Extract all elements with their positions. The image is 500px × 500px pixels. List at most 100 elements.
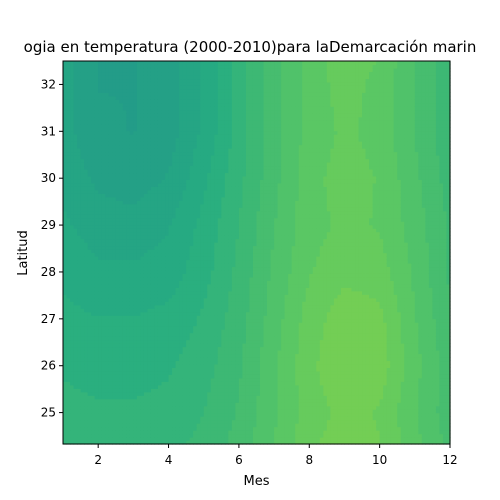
contour-cell: [126, 96, 130, 100]
contour-cell: [137, 423, 141, 427]
contour-cell: [162, 169, 166, 173]
contour-cell: [176, 280, 180, 284]
contour-cell: [154, 214, 158, 218]
contour-cell: [151, 301, 155, 305]
contour-cell: [116, 162, 120, 166]
contour-cell: [91, 214, 95, 218]
contour-cell: [63, 141, 67, 145]
contour-cell: [70, 239, 74, 243]
contour-cell: [183, 333, 187, 337]
contour-cell: [190, 82, 194, 86]
contour-cell: [176, 242, 180, 246]
contour-cell: [204, 273, 208, 277]
contour-cell: [81, 235, 85, 239]
contour-cell: [218, 336, 222, 340]
contour-cell: [74, 437, 78, 441]
contour-cell: [179, 78, 183, 82]
contour-cell: [207, 416, 211, 420]
contour-cell: [197, 315, 201, 319]
contour-cell: [204, 131, 208, 135]
contour-cell: [207, 131, 211, 135]
contour-cell: [123, 395, 127, 399]
contour-cell: [102, 228, 106, 232]
contour-cell: [172, 340, 176, 344]
contour-cell: [214, 253, 218, 257]
contour-cell: [165, 99, 169, 103]
contour-cell: [169, 71, 173, 75]
contour-cell: [144, 402, 148, 406]
contour-cell: [193, 284, 197, 288]
contour-cell: [183, 152, 187, 156]
contour-cell: [183, 103, 187, 107]
contour-cell: [140, 395, 144, 399]
contour-cell: [70, 246, 74, 250]
contour-cell: [109, 103, 113, 107]
contour-cell: [151, 423, 155, 427]
contour-cell: [70, 103, 74, 107]
contour-cell: [154, 113, 158, 117]
contour-cell: [116, 176, 120, 180]
contour-cell: [158, 145, 162, 149]
contour-cell: [81, 270, 85, 274]
contour-cell: [95, 364, 99, 368]
contour-cell: [74, 378, 78, 382]
contour-cell: [116, 385, 120, 389]
contour-cell: [137, 131, 141, 135]
contour-cell: [84, 71, 88, 75]
contour-cell: [84, 305, 88, 309]
contour-cell: [84, 89, 88, 93]
contour-cell: [119, 155, 123, 159]
contour-cell: [137, 186, 141, 190]
contour-cell: [119, 298, 123, 302]
contour-cell: [119, 211, 123, 215]
contour-cell: [84, 158, 88, 162]
contour-cell: [70, 190, 74, 194]
contour-cell: [133, 315, 137, 319]
contour-cell: [77, 78, 81, 82]
contour-cell: [95, 353, 99, 357]
contour-cell: [193, 416, 197, 420]
contour-cell: [172, 402, 176, 406]
contour-cell: [88, 266, 92, 270]
contour-cell: [183, 92, 187, 96]
contour-cell: [218, 221, 222, 225]
contour-cell: [193, 148, 197, 152]
contour-cell: [193, 141, 197, 145]
contour-cell: [95, 172, 99, 176]
contour-cell: [176, 347, 180, 351]
contour-cell: [147, 113, 151, 117]
contour-cell: [162, 413, 166, 417]
contour-cell: [109, 319, 113, 323]
contour-cell: [179, 127, 183, 131]
contour-cell: [151, 176, 155, 180]
contour-cell: [186, 280, 190, 284]
contour-cell: [179, 71, 183, 75]
contour-cell: [74, 360, 78, 364]
contour-cell: [126, 249, 130, 253]
contour-cell: [193, 423, 197, 427]
contour-cell: [214, 145, 218, 149]
contour-cell: [183, 68, 187, 72]
contour-cell: [151, 315, 155, 319]
contour-cell: [105, 148, 109, 152]
contour-cell: [116, 287, 120, 291]
contour-cell: [102, 298, 106, 302]
contour-cell: [116, 326, 120, 330]
contour-cell: [169, 89, 173, 93]
contour-cell: [211, 85, 215, 89]
contour-cell: [172, 319, 176, 323]
contour-cell: [158, 420, 162, 424]
contour-cell: [123, 228, 127, 232]
contour-cell: [67, 162, 71, 166]
contour-cell: [193, 326, 197, 330]
contour-cell: [154, 353, 158, 357]
contour-cell: [186, 406, 190, 410]
contour-cell: [112, 110, 116, 114]
contour-cell: [116, 211, 120, 215]
contour-cell: [102, 162, 106, 166]
contour-cell: [74, 381, 78, 385]
contour-cell: [176, 183, 180, 187]
contour-cell: [151, 374, 155, 378]
contour-cell: [84, 246, 88, 250]
contour-cell: [74, 273, 78, 277]
